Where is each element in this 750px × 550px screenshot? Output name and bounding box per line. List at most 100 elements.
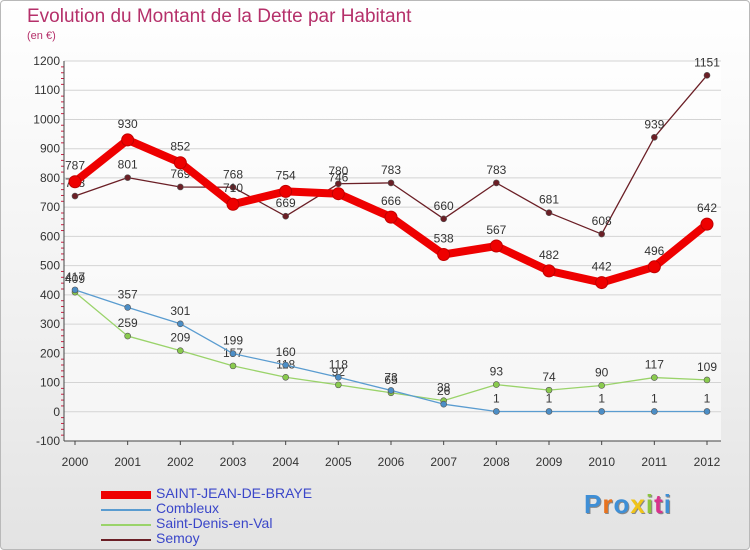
- data-label: 1: [546, 391, 553, 405]
- data-label: 801: [118, 158, 138, 172]
- data-point: [177, 183, 184, 191]
- data-point: [493, 408, 500, 415]
- legend-swatch: [101, 491, 151, 499]
- data-label: 852: [170, 140, 190, 154]
- data-point: [700, 217, 714, 231]
- y-tick-label: 200: [40, 346, 60, 360]
- x-tick-label: 2002: [167, 455, 194, 469]
- data-label: 73: [384, 370, 398, 384]
- data-label: 669: [276, 196, 296, 210]
- data-label: 666: [381, 194, 401, 208]
- y-tick-label: 1100: [34, 83, 60, 97]
- data-label: 783: [381, 163, 401, 177]
- data-label: 754: [276, 168, 296, 182]
- data-label: 259: [118, 316, 138, 330]
- data-point: [387, 387, 395, 394]
- data-point: [440, 400, 447, 408]
- data-label: 109: [697, 360, 717, 374]
- legend-swatch: [101, 509, 151, 511]
- proxiti-logo: Proxiti: [584, 489, 672, 520]
- data-label: 930: [118, 117, 138, 131]
- data-label: 746: [328, 171, 348, 185]
- chart-subtitle: (en €): [27, 30, 56, 42]
- x-tick-label: 2006: [378, 455, 405, 469]
- chart-title: Evolution du Montant de la Dette par Hab…: [27, 6, 412, 27]
- legend-label: Combleux: [156, 500, 220, 516]
- data-point: [703, 408, 711, 415]
- logo-letter: r: [602, 489, 614, 519]
- logo-letter: t: [654, 489, 664, 519]
- plot-area: [64, 61, 721, 441]
- y-tick-label: 300: [40, 317, 60, 331]
- data-point: [703, 376, 711, 384]
- data-point: [331, 187, 345, 201]
- data-point: [440, 215, 447, 223]
- data-point: [598, 408, 605, 415]
- data-label: 74: [542, 370, 556, 384]
- data-point: [226, 197, 240, 211]
- data-label: 783: [486, 163, 506, 177]
- data-label: 660: [434, 199, 454, 213]
- legend-label: SAINT-JEAN-DE-BRAYE: [156, 485, 313, 501]
- data-point: [71, 192, 79, 200]
- data-point: [545, 209, 553, 217]
- data-point: [489, 239, 503, 253]
- data-label: 65: [384, 373, 398, 387]
- data-point: [545, 386, 553, 394]
- data-point: [124, 332, 131, 340]
- data-point: [335, 180, 342, 188]
- logo-letter: x: [630, 489, 646, 519]
- data-point: [595, 276, 609, 290]
- x-tick-label: 2007: [430, 455, 457, 469]
- x-tick-label: 2012: [694, 455, 721, 469]
- x-tick-label: 2005: [325, 455, 352, 469]
- y-tick-label: 800: [40, 171, 60, 185]
- x-tick-label: 2011: [641, 455, 667, 469]
- y-tick-label: 900: [40, 142, 60, 156]
- y-tick-label: 600: [40, 229, 60, 243]
- data-point: [387, 179, 395, 187]
- data-point: [335, 373, 342, 381]
- data-label: 442: [592, 260, 612, 274]
- data-point: [647, 260, 661, 274]
- x-tick-label: 2000: [62, 455, 89, 469]
- data-label: 160: [276, 345, 296, 359]
- x-tick-label: 2010: [588, 455, 615, 469]
- data-point: [282, 361, 289, 369]
- data-point: [335, 381, 342, 389]
- data-label: 357: [118, 287, 138, 301]
- data-point: [124, 304, 131, 311]
- data-label: 90: [595, 365, 609, 379]
- data-label: 780: [328, 164, 348, 178]
- data-point: [177, 347, 184, 354]
- data-label: 118: [329, 357, 348, 371]
- data-label: 38: [437, 381, 451, 395]
- data-point: [598, 382, 605, 389]
- data-point: [651, 374, 658, 381]
- data-label: 710: [223, 181, 243, 195]
- data-label: 417: [65, 270, 85, 284]
- y-tick-label: 500: [40, 259, 60, 273]
- data-label: 482: [539, 248, 559, 262]
- x-tick-label: 2004: [272, 455, 299, 469]
- data-label: 642: [697, 201, 717, 215]
- data-label: 1151: [694, 55, 720, 69]
- x-tick-label: 2001: [114, 455, 141, 469]
- x-tick-label: 2003: [220, 455, 247, 469]
- data-point: [229, 362, 237, 370]
- x-tick-label: 2009: [536, 455, 563, 469]
- legend-label: Saint-Denis-en-Val: [156, 515, 273, 531]
- y-tick-label: -100: [36, 434, 60, 448]
- data-point: [282, 212, 289, 220]
- data-label: 409: [65, 272, 85, 286]
- data-point: [598, 230, 605, 238]
- y-tick-label: 1000: [33, 112, 60, 126]
- data-label: 26: [437, 384, 451, 398]
- data-point: [542, 264, 556, 278]
- y-tick-label: 400: [40, 288, 60, 302]
- legend-swatch: [101, 524, 151, 526]
- data-point: [384, 210, 398, 224]
- logo-letter: P: [584, 489, 603, 519]
- data-point: [437, 248, 451, 262]
